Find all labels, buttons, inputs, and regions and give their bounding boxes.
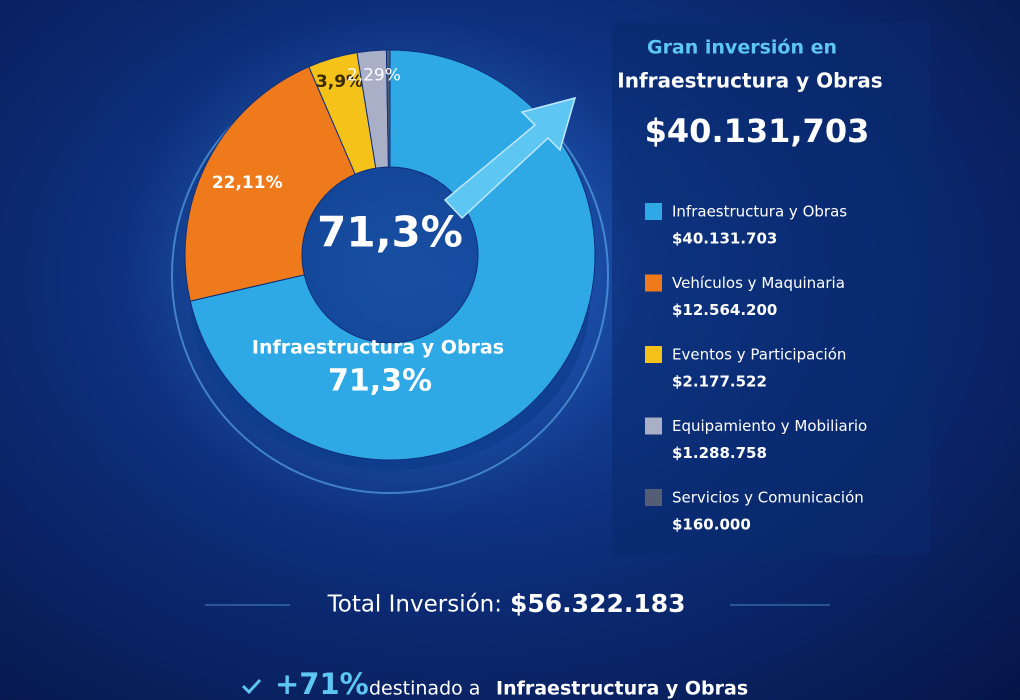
highlight-value: +71% bbox=[275, 667, 369, 700]
legend-name: Equipamiento y Mobiliario bbox=[672, 417, 867, 435]
legend-panel bbox=[612, 22, 930, 555]
headline: Gran inversión en bbox=[647, 37, 837, 59]
pie-slice bbox=[189, 49, 596, 461]
slice-label: 2,29% bbox=[347, 66, 401, 86]
legend-name: Vehículos y Maquinaria bbox=[672, 274, 845, 292]
headline: Infraestructura y Obras bbox=[617, 69, 882, 93]
trend-arrow bbox=[443, 96, 577, 220]
legend-amount: $2.177.522 bbox=[672, 373, 767, 391]
pie-slice bbox=[184, 66, 356, 302]
highlight-text: destinado a bbox=[369, 678, 480, 700]
slice-label: 22,11% bbox=[212, 173, 283, 193]
slice-value: 71,3% bbox=[328, 364, 432, 399]
legend-amount: $1.288.758 bbox=[672, 444, 767, 462]
check-icon bbox=[241, 678, 262, 695]
headline-amount: $40.131,703 bbox=[645, 112, 870, 150]
legend-swatch bbox=[645, 274, 662, 292]
legend-name: Infraestructura y Obras bbox=[672, 203, 847, 221]
legend-name: Servicios y Comunicación bbox=[672, 489, 864, 507]
legend-amount: $40.131.703 bbox=[672, 230, 777, 248]
legend-swatch bbox=[645, 203, 662, 220]
legend-swatch bbox=[645, 346, 662, 363]
legend-swatch bbox=[645, 489, 662, 506]
slice-name: Infraestructura y Obras bbox=[252, 337, 504, 359]
total-label: Total Inversión: bbox=[327, 592, 502, 618]
legend-amount: $160.000 bbox=[672, 516, 751, 534]
total-amount: $56.322.183 bbox=[510, 589, 686, 618]
legend-amount: $12.564.200 bbox=[672, 301, 777, 319]
legend-swatch bbox=[645, 417, 662, 435]
legend-name: Eventos y Participación bbox=[672, 346, 846, 364]
slice-label: 3,9% bbox=[316, 72, 363, 92]
pie-slice bbox=[385, 49, 391, 168]
center-value: 71,3% bbox=[317, 208, 463, 257]
highlight-target: Infraestructura y Obras bbox=[496, 678, 748, 700]
